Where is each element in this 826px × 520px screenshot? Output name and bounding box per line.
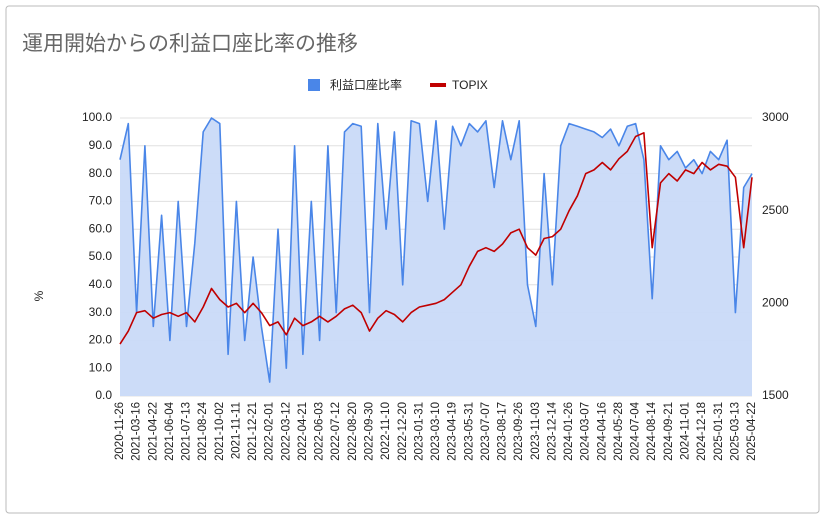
chart-title: 運用開始からの利益口座比率の推移 — [22, 33, 358, 56]
y-tick-label: 80.0 — [89, 166, 113, 180]
y-tick-label: 40.0 — [89, 277, 113, 291]
y-tick-label: 70.0 — [89, 194, 113, 208]
x-tick-label: 2025-04-22 — [746, 402, 758, 461]
area — [120, 118, 752, 396]
x-tick-label: 2022-03-12 — [280, 402, 292, 461]
y-tick-label: 30.0 — [89, 305, 113, 319]
x-tick-label: 2023-01-31 — [413, 402, 425, 461]
x-tick-label: 2024-12-18 — [696, 402, 708, 461]
legend-swatch — [308, 79, 320, 91]
x-tick-label: 2024-01-26 — [563, 402, 575, 461]
legend-label: 利益口座比率 — [330, 77, 402, 92]
y2-tick-label: 2500 — [762, 203, 789, 217]
x-tick-label: 2022-09-30 — [364, 402, 376, 461]
legend-label: TOPIX — [452, 78, 488, 92]
x-tick-label: 2024-09-21 — [663, 402, 675, 461]
x-tick-label: 2021-07-13 — [181, 402, 193, 461]
series-line — [119, 132, 753, 345]
y-tick-label: 0.0 — [95, 388, 112, 402]
legend-swatch — [430, 83, 447, 87]
x-tick-label: 2025-03-13 — [729, 402, 741, 461]
y-tick-label: 20.0 — [89, 333, 113, 347]
x-tick-label: 2023-07-07 — [480, 402, 492, 461]
x-tick-label: 2022-06-03 — [314, 402, 326, 461]
x-tick-label: 2024-07-04 — [630, 401, 642, 460]
x-tick-label: 2023-05-31 — [463, 402, 475, 461]
y-tick-label: 50.0 — [89, 249, 113, 263]
y-axis-label: % — [32, 290, 46, 301]
y2-tick-label: 3000 — [762, 110, 789, 124]
x-tick-label: 2021-10-02 — [214, 402, 226, 461]
x-tick-label: 2021-12-21 — [247, 402, 259, 461]
x-tick-label: 2022-07-12 — [330, 402, 342, 461]
x-tick-label: 2024-08-14 — [646, 401, 658, 460]
x-tick-label: 2022-02-01 — [264, 402, 276, 461]
y-tick-label: 60.0 — [89, 221, 113, 235]
x-tick-label: 2023-08-17 — [497, 402, 509, 461]
x-tick-label: 2023-12-14 — [546, 401, 558, 460]
x-tick-label: 2024-11-01 — [680, 402, 692, 460]
x-tick-label: 2023-09-26 — [513, 402, 525, 461]
x-tick-label: 2023-11-03 — [530, 402, 542, 460]
x-tick-label: 2023-03-10 — [430, 402, 442, 461]
y-tick-label: 10.0 — [89, 360, 113, 374]
x-tick-label: 2021-08-24 — [197, 401, 209, 460]
x-tick-label: 2022-08-20 — [347, 402, 359, 461]
y-tick-label: 90.0 — [89, 138, 113, 152]
x-tick-label: 2020-11-26 — [114, 402, 126, 460]
x-tick-label: 2023-04-19 — [447, 402, 459, 461]
x-tick-label: 2021-06-04 — [164, 401, 176, 460]
x-tick-label: 2024-03-07 — [580, 402, 592, 461]
x-tick-label: 2021-11-11 — [230, 402, 242, 459]
x-tick-label: 2024-04-16 — [596, 402, 608, 461]
x-tick-label: 2025-01-31 — [713, 402, 725, 461]
x-tick-label: 2022-11-10 — [380, 402, 392, 460]
y2-tick-label: 2000 — [762, 296, 789, 310]
x-tick-label: 2021-03-16 — [131, 402, 143, 461]
y2-tick-label: 1500 — [762, 388, 789, 402]
x-tick-label: 2022-12-20 — [397, 402, 409, 461]
y-tick-label: 100.0 — [82, 110, 112, 124]
series-line — [119, 117, 753, 383]
x-tick-label: 2022-04-21 — [297, 402, 309, 461]
x-tick-label: 2024-05-28 — [613, 402, 625, 461]
x-tick-label: 2021-04-22 — [147, 402, 159, 461]
